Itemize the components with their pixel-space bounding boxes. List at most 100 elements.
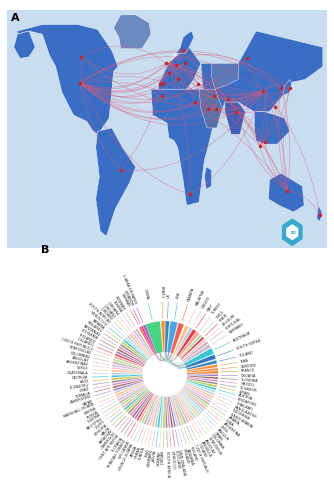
Polygon shape: [114, 356, 144, 368]
Text: NORWAY: NORWAY: [120, 292, 131, 308]
Text: UK: UK: [166, 293, 171, 298]
Polygon shape: [167, 396, 173, 428]
Polygon shape: [211, 64, 238, 89]
Polygon shape: [147, 396, 158, 426]
Text: TANZANIA2: TANZANIA2: [81, 323, 101, 337]
Text: CENT AFR REPUB: CENT AFR REPUB: [99, 434, 121, 461]
Text: AUSTRALIA: AUSTRALIA: [232, 330, 252, 342]
Text: GEORGIA: GEORGIA: [72, 375, 89, 380]
Text: CAMEROON: CAMEROON: [101, 432, 117, 450]
Text: JORDAN3: JORDAN3: [103, 304, 116, 318]
Text: FINLAND2: FINLAND2: [86, 320, 103, 334]
Text: FINLAND: FINLAND: [181, 448, 189, 464]
Text: SAUDI ARABIA: SAUDI ARABIA: [229, 412, 253, 428]
Text: BOSNIAH: BOSNIAH: [114, 295, 126, 311]
Text: CAMEROON2: CAMEROON2: [69, 395, 93, 406]
Text: VENEZUELA2: VENEZUELA2: [68, 345, 92, 356]
Polygon shape: [165, 321, 169, 352]
Polygon shape: [117, 348, 145, 364]
Text: ≡: ≡: [289, 228, 296, 237]
Polygon shape: [177, 329, 196, 356]
Text: SINGAPORE: SINGAPORE: [236, 398, 257, 408]
Text: BELGIUM: BELGIUM: [222, 314, 236, 326]
Polygon shape: [133, 330, 152, 356]
Text: ANGOLA2: ANGOLA2: [203, 438, 216, 455]
Text: SOUTH KOREA: SOUTH KOREA: [236, 338, 261, 351]
Polygon shape: [185, 354, 216, 368]
Text: RUSSIA: RUSSIA: [86, 410, 99, 420]
Polygon shape: [123, 340, 148, 360]
Polygon shape: [126, 390, 149, 412]
Polygon shape: [165, 396, 168, 428]
Polygon shape: [269, 173, 304, 212]
Text: CANADA: CANADA: [186, 287, 195, 302]
Polygon shape: [170, 396, 179, 426]
Text: COLOMBIA2: COLOMBIA2: [69, 350, 91, 359]
Polygon shape: [134, 392, 153, 419]
Text: IRELAND: IRELAND: [189, 446, 198, 462]
Polygon shape: [116, 351, 145, 366]
Text: SRI LANKA: SRI LANKA: [118, 441, 131, 460]
Text: BOSNIA: BOSNIA: [112, 300, 123, 313]
Polygon shape: [136, 394, 154, 421]
Polygon shape: [173, 325, 189, 354]
Text: NEW ZEALAND: NEW ZEALAND: [177, 449, 186, 475]
Text: ITALY: ITALY: [206, 302, 214, 312]
Polygon shape: [146, 321, 163, 354]
Polygon shape: [119, 346, 146, 364]
Polygon shape: [131, 332, 151, 357]
Polygon shape: [128, 390, 150, 414]
Text: TUNISIA: TUNISIA: [138, 448, 146, 462]
Polygon shape: [136, 328, 153, 356]
Text: LITHUANIA: LITHUANIA: [80, 328, 98, 340]
Text: ANGUILLA: ANGUILLA: [200, 440, 212, 458]
Polygon shape: [173, 395, 186, 424]
Text: BRAZIL: BRAZIL: [160, 286, 164, 298]
Polygon shape: [113, 380, 143, 388]
Polygon shape: [174, 394, 189, 423]
Polygon shape: [149, 396, 159, 426]
Text: U.ARAB EMIRATES: U.ARAB EMIRATES: [121, 274, 137, 305]
Polygon shape: [113, 380, 144, 391]
Text: ARABIA: ARABIA: [227, 416, 240, 426]
Polygon shape: [287, 225, 298, 240]
Polygon shape: [115, 354, 144, 366]
Polygon shape: [111, 372, 143, 374]
Polygon shape: [317, 206, 322, 222]
Text: DENMARK: DENMARK: [146, 450, 154, 468]
Polygon shape: [186, 360, 217, 370]
Polygon shape: [141, 326, 156, 354]
Polygon shape: [225, 102, 245, 134]
Text: IRAQ: IRAQ: [144, 448, 150, 458]
Polygon shape: [201, 31, 323, 128]
Text: A: A: [11, 13, 20, 23]
Text: CZECH REPUBLIC2: CZECH REPUBLIC2: [61, 337, 93, 351]
Text: OMAN: OMAN: [213, 431, 223, 442]
Polygon shape: [172, 396, 184, 425]
Text: B: B: [41, 245, 49, 255]
Polygon shape: [121, 387, 147, 406]
Polygon shape: [180, 390, 203, 413]
Polygon shape: [283, 219, 302, 246]
Text: SWEDEN: SWEDEN: [240, 364, 257, 369]
Text: IRELAND2: IRELAND2: [78, 333, 97, 344]
Polygon shape: [186, 380, 216, 390]
Polygon shape: [184, 348, 214, 366]
Text: USA: USA: [176, 292, 181, 300]
Polygon shape: [120, 344, 147, 362]
Polygon shape: [283, 80, 292, 96]
Polygon shape: [17, 24, 118, 134]
Polygon shape: [171, 31, 194, 60]
Text: NIGERIA: NIGERIA: [87, 413, 101, 424]
Text: CHINA: CHINA: [143, 289, 150, 300]
Polygon shape: [129, 334, 150, 358]
Text: GREECE: GREECE: [201, 294, 211, 309]
Text: PORTUGAL: PORTUGAL: [225, 316, 242, 330]
Polygon shape: [14, 31, 35, 58]
Text: LIBERIA: LIBERIA: [83, 406, 97, 415]
Polygon shape: [151, 89, 213, 206]
Polygon shape: [118, 385, 146, 401]
Polygon shape: [112, 378, 143, 386]
Text: PERU2: PERU2: [77, 366, 89, 371]
Polygon shape: [181, 336, 204, 359]
